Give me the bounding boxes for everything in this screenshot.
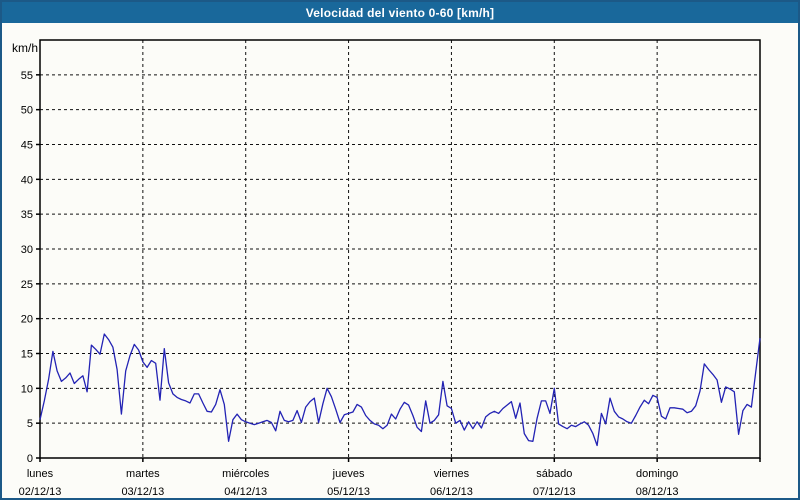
chart-title: Velocidad del viento 0-60 [km/h]: [305, 5, 495, 20]
x-day-name: lunes: [27, 468, 54, 480]
chart-title-bar: Velocidad del viento 0-60 [km/h]: [2, 2, 798, 23]
y-tick-label: 40: [21, 174, 33, 186]
y-tick-label: 25: [21, 279, 33, 291]
wind-speed-line: [39, 333, 761, 447]
x-day-date: 08/12/13: [636, 486, 679, 498]
x-day-name: jueves: [332, 468, 365, 480]
plot-border: [39, 39, 761, 459]
x-day-date: 06/12/13: [430, 486, 473, 498]
chart-area: 5 10 15 20 25 30 35 40 45 50 55 0 lunes 02/12/13 marte…: [2, 23, 798, 498]
x-day-name: sábado: [536, 468, 572, 480]
y-tick-label: 15: [21, 349, 33, 361]
x-day-name: domingo: [636, 468, 678, 480]
x-day-date: 02/12/13: [19, 486, 62, 498]
y-tick-label: 5: [27, 418, 33, 430]
x-day-date: 03/12/13: [121, 486, 164, 498]
y-axis-unit-label: km/h: [12, 41, 38, 55]
x-day-date: 07/12/13: [533, 486, 576, 498]
y-tick-label: 55: [21, 70, 33, 82]
y-tick-label: 35: [21, 209, 33, 221]
y-tick-label: 50: [21, 105, 33, 117]
wind-speed-chart: 5 10 15 20 25 30 35 40 45 50 55 0 lunes 02/12/13 marte…: [12, 39, 761, 498]
x-day-date: 05/12/13: [327, 486, 370, 498]
y-tick-label: 45: [21, 140, 33, 152]
x-day-name: viernes: [434, 468, 470, 480]
y-zero-label: 0: [27, 453, 33, 465]
y-tick-label: 30: [21, 244, 33, 256]
x-day-name: martes: [126, 468, 160, 480]
y-tick-label: 20: [21, 314, 33, 326]
y-tick-label: 10: [21, 383, 33, 395]
x-day-date: 04/12/13: [224, 486, 267, 498]
x-day-name: miércoles: [222, 468, 270, 480]
